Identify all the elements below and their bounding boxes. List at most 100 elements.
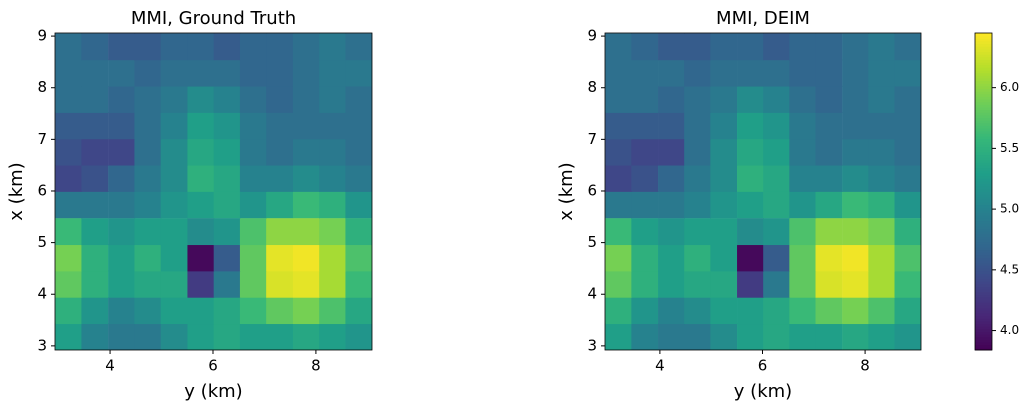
- colorbar-swatch: [975, 204, 992, 208]
- heat-cell: [81, 164, 109, 192]
- heat-cell: [108, 138, 136, 166]
- heat-cell: [710, 218, 738, 246]
- heat-cell: [815, 138, 843, 166]
- colorbar-swatch: [975, 236, 992, 240]
- heat-cell: [605, 33, 633, 61]
- colorbar-tick-label: 6.0: [1000, 80, 1019, 94]
- heat-cell: [605, 270, 633, 298]
- heat-cell: [213, 244, 241, 272]
- colorbar-swatch: [975, 180, 992, 185]
- heat-cell: [81, 85, 109, 113]
- heat-cell: [894, 270, 921, 298]
- heat-cell: [710, 270, 738, 298]
- colorbar-swatch: [975, 149, 992, 153]
- colorbar-tick-label: 4.0: [1000, 323, 1019, 337]
- heat-cell: [789, 244, 817, 272]
- chart-title: MMI, Ground Truth: [131, 8, 296, 29]
- heat-cell: [292, 138, 320, 166]
- colorbar-swatch: [975, 51, 992, 55]
- heat-cell: [239, 270, 267, 298]
- heat-cell: [239, 191, 267, 219]
- heat-cell: [684, 323, 712, 350]
- colorbar-swatch: [975, 46, 992, 50]
- heat-cell: [894, 33, 921, 61]
- colorbar-swatch: [975, 320, 992, 325]
- colorbar-swatch: [975, 83, 992, 87]
- y-tick-label: 8: [37, 78, 47, 96]
- heat-cell: [684, 59, 712, 87]
- heat-cell: [710, 323, 738, 350]
- colorbar-swatch: [975, 233, 992, 237]
- heat-cell: [737, 297, 764, 325]
- heat-cell: [239, 218, 267, 246]
- heat-cell: [842, 218, 870, 246]
- heat-cell: [134, 85, 162, 113]
- colorbar-swatch: [975, 241, 992, 245]
- colorbar-swatch: [975, 170, 992, 174]
- heat-cell: [55, 59, 83, 87]
- heat-cell: [319, 164, 347, 192]
- colorbar-swatch: [975, 249, 992, 253]
- heat-cell: [868, 85, 896, 113]
- heat-cell: [108, 164, 136, 192]
- colorbar-swatch: [975, 313, 992, 317]
- colorbar-swatch: [975, 122, 992, 126]
- heat-cell: [684, 138, 712, 166]
- heat-cell: [292, 218, 320, 246]
- heat-cell: [160, 244, 188, 272]
- heat-cell: [868, 218, 896, 246]
- colorbar-swatch: [975, 254, 992, 259]
- colorbar-swatch: [975, 207, 992, 211]
- heat-cell: [710, 85, 738, 113]
- heat-cell: [868, 191, 896, 219]
- colorbar-swatch: [975, 209, 992, 214]
- colorbar-swatch: [975, 265, 992, 269]
- heat-cell: [658, 59, 685, 87]
- colorbar-swatch: [975, 125, 992, 129]
- heat-cell: [894, 59, 921, 87]
- heat-cell: [239, 112, 267, 140]
- colorbar-swatch: [975, 136, 992, 140]
- colorbar-swatch: [975, 305, 992, 309]
- heat-cell: [319, 138, 347, 166]
- colorbar-swatch: [975, 62, 992, 66]
- colorbar-tick-label: 5.0: [1000, 202, 1019, 216]
- heat-cell: [160, 164, 188, 192]
- heat-cell: [631, 33, 659, 61]
- heat-cell: [134, 112, 162, 140]
- colorbar-swatch: [975, 54, 992, 58]
- y-tick-label: 4: [587, 285, 597, 303]
- heat-cell: [842, 297, 870, 325]
- heat-cell: [213, 112, 241, 140]
- heat-cell: [266, 164, 294, 192]
- heat-cell: [160, 297, 188, 325]
- heat-cell: [605, 85, 633, 113]
- colorbar-swatch: [975, 215, 992, 219]
- heat-cell: [789, 112, 817, 140]
- heat-cell: [345, 297, 372, 325]
- heat-cell: [239, 323, 267, 350]
- heat-cell: [345, 218, 372, 246]
- colorbar-swatch: [975, 120, 992, 124]
- colorbar-swatch: [975, 310, 992, 314]
- colorbar-swatch: [975, 239, 992, 243]
- colorbar-swatch: [975, 268, 992, 272]
- heat-cell: [737, 138, 764, 166]
- colorbar-swatch: [975, 178, 992, 182]
- heat-cell: [319, 112, 347, 140]
- colorbar-swatch: [975, 138, 992, 142]
- y-tick-label: 6: [587, 181, 597, 199]
- heat-cell: [345, 59, 372, 87]
- heat-cell: [605, 164, 633, 192]
- heat-cell: [266, 191, 294, 219]
- heat-cell: [187, 244, 215, 272]
- heat-cell: [789, 59, 817, 87]
- heat-cell: [894, 191, 921, 219]
- x-tick-label: 8: [860, 357, 870, 375]
- heat-cell: [266, 244, 294, 272]
- heat-cell: [789, 191, 817, 219]
- colorbar-swatch: [975, 212, 992, 216]
- colorbar-swatch: [975, 326, 992, 330]
- colorbar-swatch: [975, 56, 992, 60]
- heat-cell: [266, 112, 294, 140]
